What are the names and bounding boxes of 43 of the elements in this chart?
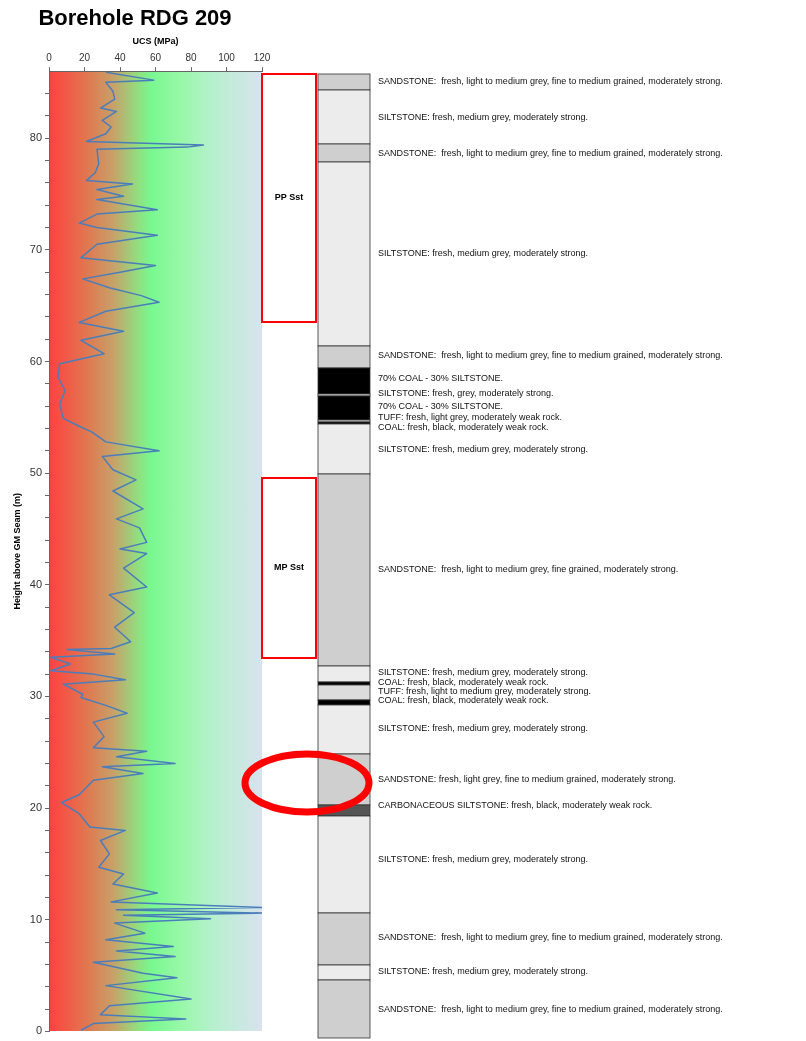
x-tick-label: 40 [114,51,127,63]
text: TUFF: fresh, light grey, moderately weak rock. [378,412,562,423]
text: PP Sst [274,192,304,203]
y-tick-label: 80 [29,131,43,144]
text: SILTSTONE: fresh, grey, moderately strong. [378,388,554,399]
text: 70% COAL - 30% SILTSTONE. [378,373,503,384]
text: SANDSTONE: fresh, light to medium grey, fine to medium grained, moderately strong. [378,148,723,159]
text: 70% COAL - 30% SILTSTONE. [378,401,503,412]
y-axis-title: Height above GM Seam (m) [11,493,22,610]
text: SANDSTONE: fresh, light to medium grey, fine to medium grained, moderately strong. [378,76,723,87]
x-tick-label: 60 [149,51,162,63]
text: SANDSTONE: fresh, light to medium grey, fine to medium grained, moderately strong. [378,1004,723,1015]
text: MP Sst [274,562,304,573]
x-tick-label: 80 [185,51,198,63]
x-axis-title: UCS (MPa) [132,36,179,47]
chart-title: Borehole RDG 209 [38,5,232,31]
text: SILTSTONE: fresh, medium grey, moderately strong. [378,667,589,678]
y-tick-label: 30 [29,689,43,702]
text: CARBONACEOUS SILTSTONE: fresh, black, moderately weak rock. [378,800,653,811]
text: COAL: fresh, black, moderately weak rock. [378,422,549,433]
text: SANDSTONE: fresh, light to medium grey, fine to medium grained, moderately strong. [378,932,723,943]
text: SANDSTONE: fresh, light to medium grey, fine grained, moderately strong. [378,564,679,575]
text: COAL: fresh, black, moderately weak rock. [378,677,549,688]
y-tick-label: 70 [29,242,43,255]
text: SILTSTONE: fresh, medium grey, moderately strong. [378,112,589,123]
text: SILTSTONE: fresh, medium grey, moderately strong. [378,444,589,455]
y-tick-label: 20 [29,801,43,814]
text: SILTSTONE: fresh, medium grey, moderately strong. [378,966,589,977]
y-tick-label: 10 [29,912,43,925]
x-tick-label: 0 [46,51,53,63]
x-tick-label: 100 [218,51,236,63]
text: TUFF: fresh, light to medium grey, moderately strong. [378,686,591,697]
text: SILTSTONE: fresh, medium grey, moderately strong. [378,248,589,259]
y-tick-label: 0 [35,1024,43,1037]
y-tick-label: 50 [29,466,43,479]
x-tick-label: 20 [78,51,91,63]
y-tick-label: 60 [29,354,43,367]
text: SILTSTONE: fresh, medium grey, moderately strong. [378,723,589,734]
text: SANDSTONE: fresh, light to medium grey, fine to medium grained, moderately strong. [378,350,723,361]
x-tick-label: 120 [253,51,271,63]
text: SANDSTONE: fresh, light grey, fine to medium grained, moderately strong. [378,774,676,785]
y-tick-label: 40 [29,577,43,590]
text: SILTSTONE: fresh, medium grey, moderately strong. [378,854,589,865]
